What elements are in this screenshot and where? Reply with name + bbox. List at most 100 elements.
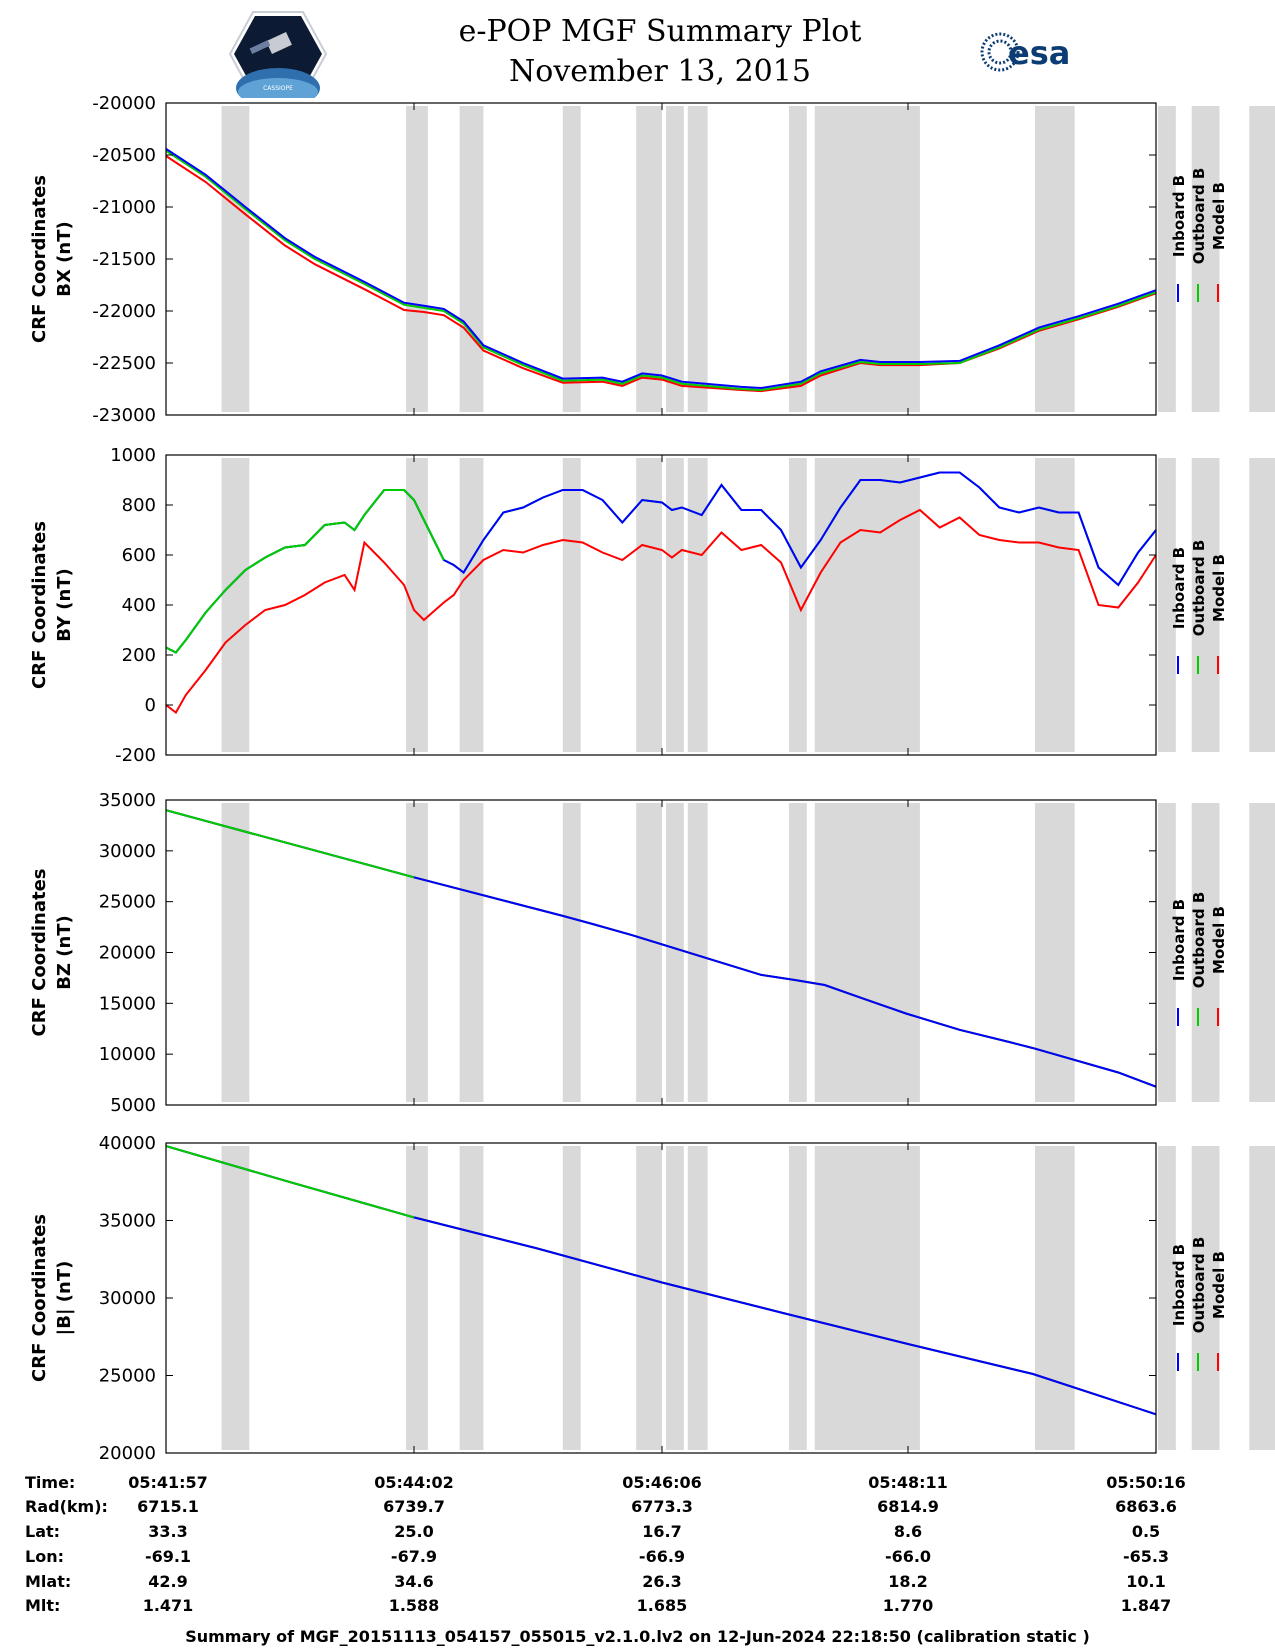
- panel-4: 40000 35000 30000 25000 20000 CRF Coordinates…: [29, 1133, 1275, 1464]
- data-gap-shade: [1157, 458, 1176, 752]
- panel-2: 1000 800 600 400 200 0 -200 CRF Coordinates BY (…: [29, 445, 1275, 766]
- esa-logo: esa: [980, 32, 1070, 72]
- plot-title: e-POP MGF Summary Plot: [458, 14, 862, 49]
- legend-label: Inboard B: [1170, 1244, 1188, 1326]
- svg-text:CASSIOPE: CASSIOPE: [263, 85, 293, 92]
- y-tick-label: 15000: [99, 993, 156, 1014]
- data-gap-shade: [406, 106, 428, 412]
- data-gap-shade: [1157, 803, 1176, 1102]
- ephemeris-cell: 6773.3: [631, 1497, 693, 1516]
- data-gap-shade: [687, 1146, 708, 1450]
- legend-label: Outboard B: [1190, 892, 1208, 989]
- ephemeris-cell: 6739.7: [383, 1497, 445, 1516]
- y-tick-label: 10000: [99, 1044, 156, 1065]
- ephemeris-row-label: Lon:: [25, 1547, 64, 1566]
- data-gap-shade: [221, 458, 250, 752]
- series-outboard-overlay: [165, 489, 445, 654]
- data-gap-shade: [1249, 458, 1275, 752]
- y-tick-label: -200: [115, 745, 156, 766]
- data-gap-shade: [1034, 1146, 1075, 1450]
- y-axis-label-line1: CRF Coordinates: [29, 521, 50, 689]
- data-gap-shade: [1191, 1146, 1220, 1450]
- ephemeris-cell: 05:48:11: [868, 1473, 948, 1492]
- data-gap-shade: [459, 458, 484, 752]
- ephemeris-row-label: Rad(km):: [25, 1497, 108, 1516]
- ephemeris-cell: 0.5: [1132, 1522, 1160, 1541]
- y-tick-label: 35000: [99, 790, 156, 811]
- legend-label: Model B: [1210, 1251, 1228, 1319]
- ephemeris-row-label: Time:: [25, 1473, 75, 1492]
- y-axis-label-line2: |B| (nT): [54, 1261, 75, 1336]
- data-gap-shade: [788, 1146, 807, 1450]
- data-gap-shade: [814, 803, 920, 1102]
- legend-label: Model B: [1210, 182, 1228, 250]
- data-gap-shade: [665, 458, 684, 752]
- ephemeris-cell: 33.3: [148, 1522, 187, 1541]
- y-tick-label: -21000: [92, 197, 156, 218]
- data-gap-shade: [1249, 1146, 1275, 1450]
- panel-3: 35000 30000 25000 20000 15000 10000 5000 CRF Co…: [29, 790, 1275, 1116]
- ephemeris-cell: -69.1: [145, 1547, 191, 1566]
- y-tick-label: 30000: [99, 1288, 156, 1309]
- ephemeris-cell: 6863.6: [1115, 1497, 1177, 1516]
- series-outboard-overlay: [165, 809, 415, 879]
- data-gap-shade: [1034, 106, 1075, 412]
- ephemeris-cell: 05:41:57: [128, 1473, 208, 1492]
- ephemeris-cell: 10.1: [1126, 1572, 1165, 1591]
- ephemeris-row-label: Mlt:: [25, 1596, 60, 1615]
- legend-label: Model B: [1210, 554, 1228, 622]
- plot-date: November 13, 2015: [509, 54, 811, 89]
- data-gap-shade: [665, 1146, 684, 1450]
- series-inboard-line: [165, 809, 1157, 1088]
- data-gap-shade: [562, 458, 581, 752]
- ephemeris-cell: 1.770: [883, 1596, 934, 1615]
- data-gap-shade: [406, 1146, 428, 1450]
- data-gap-shade: [1034, 458, 1075, 752]
- data-gap-shade: [1191, 106, 1220, 412]
- data-gap-shade: [562, 1146, 581, 1450]
- ephemeris-cell: 42.9: [148, 1572, 187, 1591]
- data-gap-shade: [788, 106, 807, 412]
- ephemeris-cell: 05:50:16: [1106, 1473, 1186, 1492]
- y-axis-label-line2: BZ (nT): [54, 915, 75, 990]
- data-gap-shade: [1157, 1146, 1176, 1450]
- data-gap-shade: [687, 803, 708, 1102]
- y-tick-label: 20000: [99, 943, 156, 964]
- y-tick-label: 25000: [99, 892, 156, 913]
- data-gap-shade: [459, 106, 484, 412]
- ephemeris-cell: 1.847: [1121, 1596, 1172, 1615]
- ephemeris-cell: 6814.9: [877, 1497, 939, 1516]
- legend-label: Model B: [1210, 906, 1228, 974]
- ephemeris-cell: 1.471: [143, 1596, 194, 1615]
- y-tick-label: 1000: [110, 445, 156, 466]
- data-gap-shade: [1157, 106, 1176, 412]
- y-tick-label: -20500: [92, 145, 156, 166]
- data-gap-shade: [1034, 803, 1075, 1102]
- data-gap-shade: [1249, 106, 1275, 412]
- ephemeris-cell: 16.7: [642, 1522, 681, 1541]
- cassiope-logo: CASSIOPE: [228, 11, 328, 98]
- data-gap-shade: [636, 106, 662, 412]
- legend-label: Outboard B: [1190, 540, 1208, 637]
- data-gap-shade: [636, 1146, 662, 1450]
- data-gap-shade: [814, 1146, 920, 1450]
- panel-1: -20000 -20500 -21000 -21500 -22000 -22500 -230…: [29, 93, 1275, 426]
- data-gap-shade: [636, 803, 662, 1102]
- ephemeris-cell: 05:44:02: [374, 1473, 454, 1492]
- ephemeris-cell: 05:46:06: [622, 1473, 702, 1492]
- y-axis-label-line2: BX (nT): [54, 221, 75, 296]
- y-tick-label: -23000: [92, 405, 156, 426]
- ephemeris-cell: -65.3: [1123, 1547, 1169, 1566]
- y-tick-label: 20000: [99, 1443, 156, 1464]
- data-gap-shade: [221, 803, 250, 1102]
- y-tick-label: -22500: [92, 353, 156, 374]
- data-gap-shade: [687, 458, 708, 752]
- data-gap-shade: [221, 106, 250, 412]
- ephemeris-cell: 8.6: [894, 1522, 922, 1541]
- data-gap-shade: [665, 803, 684, 1102]
- ephemeris-cell: 1.588: [389, 1596, 440, 1615]
- data-gap-shade: [1191, 803, 1220, 1102]
- data-gap-shade: [687, 106, 708, 412]
- ephemeris-cell: 18.2: [888, 1572, 927, 1591]
